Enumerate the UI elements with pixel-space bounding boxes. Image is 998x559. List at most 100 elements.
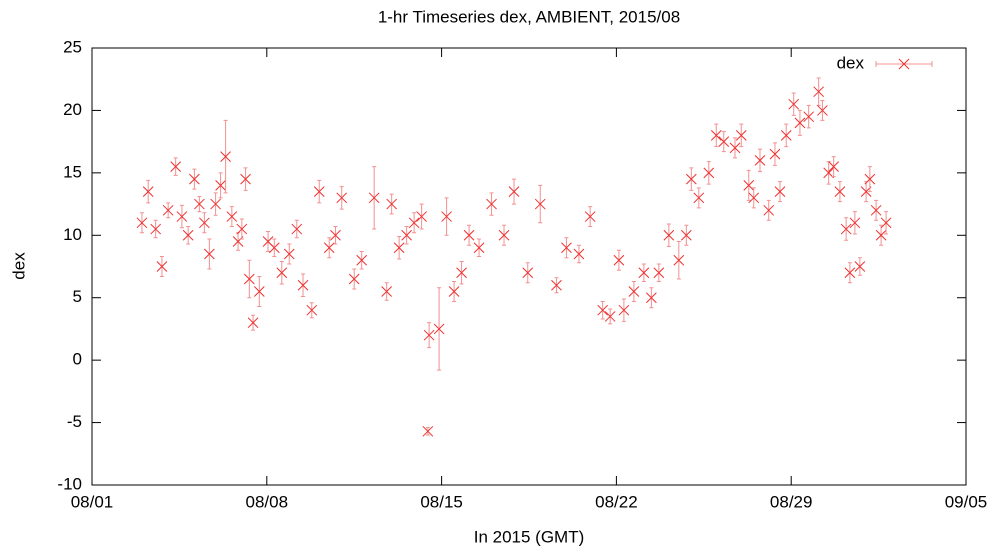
- y-tick-label: -10: [57, 474, 82, 493]
- point: [788, 98, 800, 110]
- point: [794, 117, 806, 129]
- point: [401, 229, 412, 241]
- point: [522, 267, 534, 279]
- point: [422, 425, 434, 437]
- point: [368, 192, 380, 204]
- point: [844, 267, 856, 279]
- point: [710, 130, 722, 141]
- point: [693, 192, 705, 204]
- point: [204, 248, 215, 260]
- point: [703, 167, 715, 179]
- y-tick-label: 5: [73, 287, 82, 306]
- point: [456, 267, 467, 279]
- point: [754, 155, 766, 166]
- point: [870, 204, 882, 216]
- point: [875, 229, 887, 241]
- x-tick-label: 08/22: [595, 492, 638, 511]
- point: [718, 136, 730, 147]
- point: [156, 261, 168, 272]
- point: [840, 223, 852, 235]
- point: [769, 148, 781, 160]
- point: [774, 186, 786, 197]
- point: [854, 261, 866, 272]
- point: [210, 198, 221, 210]
- point: [864, 173, 876, 185]
- point: [423, 329, 435, 341]
- point: [297, 279, 309, 291]
- point: [416, 211, 427, 222]
- y-axis-label: dex: [9, 252, 28, 280]
- point: [176, 211, 188, 222]
- point: [150, 223, 162, 235]
- point: [170, 161, 182, 172]
- point: [680, 229, 692, 241]
- point: [743, 179, 755, 191]
- y-tick-label: 0: [73, 350, 82, 369]
- point: [136, 217, 148, 229]
- x-tick-label: 08/01: [71, 492, 114, 511]
- y-tick-label: 20: [63, 100, 82, 119]
- point: [408, 217, 420, 229]
- point: [253, 286, 265, 297]
- point: [330, 229, 341, 241]
- point: [561, 242, 572, 254]
- point: [646, 292, 657, 304]
- point: [215, 179, 226, 191]
- point: [393, 242, 405, 254]
- chart-title: 1-hr Timeseries dex, AMBIENT, 2015/08: [378, 7, 680, 26]
- point: [729, 142, 741, 154]
- x-tick-label: 08/15: [420, 492, 463, 511]
- point: [291, 223, 303, 235]
- point: [189, 173, 200, 185]
- point: [604, 311, 616, 322]
- point: [817, 105, 828, 116]
- point: [199, 217, 210, 229]
- point: [780, 130, 792, 141]
- y-tick-label: 15: [63, 162, 82, 181]
- point: [441, 211, 452, 222]
- point: [748, 192, 760, 204]
- point: [573, 248, 585, 260]
- point: [551, 279, 562, 291]
- point: [534, 198, 546, 210]
- point: [162, 204, 174, 216]
- point: [433, 323, 445, 335]
- point: [813, 86, 825, 98]
- point: [182, 229, 194, 241]
- point: [498, 229, 510, 241]
- point: [240, 173, 251, 185]
- point: [584, 211, 596, 222]
- point: [880, 217, 892, 229]
- point: [828, 161, 840, 172]
- point: [306, 304, 318, 316]
- x-tick-label: 08/08: [246, 492, 289, 511]
- y-tick-label: 25: [63, 37, 82, 56]
- point: [486, 198, 497, 210]
- point: [508, 186, 520, 197]
- point: [849, 217, 861, 229]
- x-tick-label: 08/29: [770, 492, 813, 511]
- point: [673, 254, 685, 266]
- point: [276, 267, 288, 279]
- x-tick-label: 09/05: [945, 492, 988, 511]
- point: [735, 130, 747, 141]
- point: [356, 254, 368, 266]
- point: [618, 304, 630, 316]
- point: [194, 198, 205, 210]
- point: [473, 242, 485, 254]
- point: [834, 186, 846, 197]
- point: [463, 229, 475, 241]
- point: [142, 186, 154, 197]
- point: [243, 273, 255, 285]
- point: [348, 273, 360, 285]
- point: [653, 267, 665, 279]
- point: [323, 242, 335, 254]
- point: [663, 229, 675, 241]
- point: [613, 254, 625, 266]
- point: [386, 198, 398, 210]
- legend-label: dex: [837, 53, 865, 72]
- point: [803, 111, 815, 123]
- point: [220, 151, 231, 162]
